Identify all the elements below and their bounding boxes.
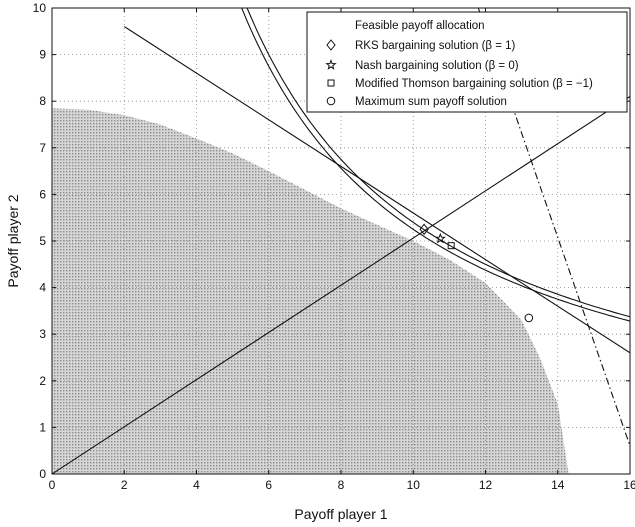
y-tick-label: 7 — [39, 141, 46, 155]
series-line-1 — [52, 96, 630, 474]
legend-markers — [325, 39, 337, 106]
y-tick-label: 9 — [39, 48, 46, 62]
x-tick-label: 8 — [338, 478, 345, 492]
point-star — [434, 232, 446, 244]
y-tick-label: 3 — [39, 327, 46, 341]
series-curve-1 — [241, 8, 630, 322]
y-tick-label: 6 — [39, 187, 46, 201]
y-tick-label: 4 — [39, 281, 46, 295]
legend-label-maxsum: Maximum sum payoff solution — [355, 96, 507, 108]
legend-label-nash: Nash bargaining solution (β = 0) — [355, 60, 519, 72]
point-diamond — [419, 223, 429, 236]
y-axis-label: Payoff player 2 — [5, 194, 21, 287]
y-tick-label: 0 — [39, 467, 46, 481]
x-tick-label: 0 — [49, 478, 56, 492]
point-square — [447, 242, 455, 250]
x-tick-label: 6 — [265, 478, 272, 492]
x-tick-label: 4 — [193, 478, 200, 492]
series-line-2 — [124, 26, 630, 354]
y-tick-label: 2 — [39, 374, 46, 388]
legend-marker-circle — [326, 96, 336, 106]
y-tick-label: 8 — [39, 94, 46, 108]
legend-label-feasible: Feasible payoff allocation — [355, 20, 485, 32]
x-tick-label: 16 — [623, 478, 635, 492]
x-axis-label: Payoff player 1 — [294, 506, 387, 522]
y-tick-label: 5 — [39, 234, 46, 248]
legend-label-thomson: Modified Thomson bargaining solution (β … — [355, 78, 593, 90]
y-tick-label: 10 — [33, 1, 47, 15]
legend-marker-diamond — [326, 39, 336, 51]
legend-label-rks: RKS bargaining solution (β = 1) — [355, 40, 516, 52]
x-tick-label: 12 — [479, 478, 493, 492]
legend: Feasible payoff allocation RKS bargainin… — [306, 11, 628, 113]
legend-marker-star — [325, 59, 337, 70]
points-layer — [419, 223, 534, 323]
legend-marker-square — [327, 79, 335, 87]
point-circle — [524, 313, 534, 323]
feasible-region-layer — [52, 108, 569, 474]
legend-box — [306, 11, 628, 113]
y-tick-label: 1 — [39, 420, 46, 434]
x-tick-label: 14 — [551, 478, 565, 492]
feasible-region — [52, 108, 569, 474]
x-tick-label: 10 — [407, 478, 421, 492]
x-tick-label: 2 — [121, 478, 128, 492]
